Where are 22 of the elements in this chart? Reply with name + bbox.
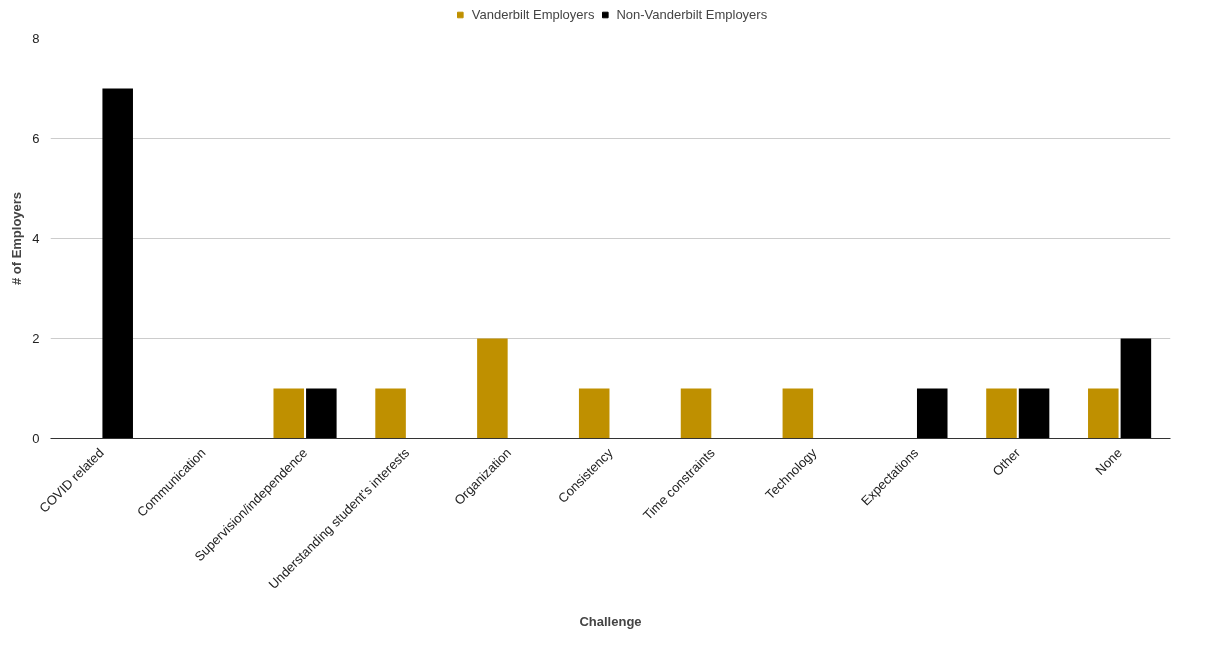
bar bbox=[477, 338, 508, 439]
bar bbox=[1018, 388, 1050, 439]
y-axis-title: # of Employers bbox=[9, 191, 25, 286]
bar bbox=[273, 388, 305, 439]
y-tick-label: 8 bbox=[32, 31, 40, 46]
bar bbox=[306, 388, 337, 439]
bar bbox=[375, 388, 406, 439]
y-tick-label: 0 bbox=[32, 431, 40, 446]
bar bbox=[102, 88, 133, 439]
legend-label: Non-Vanderbilt Employers bbox=[616, 6, 768, 22]
y-tick-label: 6 bbox=[32, 131, 40, 146]
bar bbox=[1088, 388, 1119, 439]
bar bbox=[986, 388, 1017, 439]
x-axis-title: Challenge bbox=[579, 614, 642, 630]
bar bbox=[782, 388, 814, 439]
bar bbox=[680, 388, 712, 439]
legend-label: Vanderbilt Employers bbox=[471, 6, 595, 22]
bar bbox=[578, 388, 610, 439]
y-tick-label: 2 bbox=[32, 331, 40, 346]
bar bbox=[1120, 338, 1152, 439]
bar bbox=[916, 388, 948, 439]
y-tick-label: 4 bbox=[32, 231, 40, 246]
